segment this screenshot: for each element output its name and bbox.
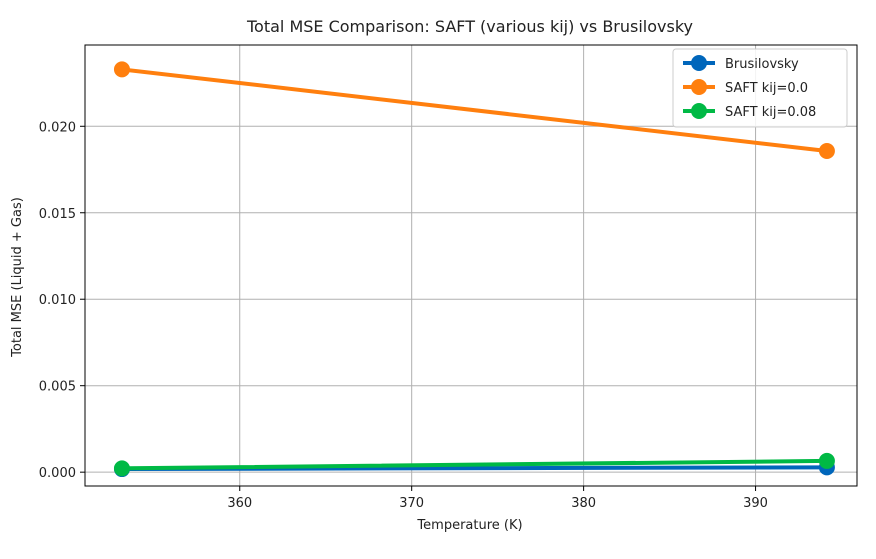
- legend-label: SAFT kij=0.08: [725, 105, 816, 120]
- series-2: [113, 61, 835, 160]
- series-3: [113, 452, 835, 477]
- legend-item: Brusilovsky: [683, 55, 799, 72]
- y-tick-label: 0.015: [39, 207, 76, 222]
- plot-series: [113, 61, 835, 478]
- legend-label: Brusilovsky: [725, 57, 799, 72]
- y-tick-label: 0.005: [39, 380, 76, 395]
- plot-frame: [84, 44, 858, 487]
- x-tick-label: 370: [399, 496, 424, 511]
- series-line: [119, 67, 829, 154]
- legend-box: [672, 48, 848, 128]
- data-point: [818, 452, 835, 469]
- legend-swatch-marker: [691, 103, 707, 119]
- legend: Brusilovsky SAFT kij=0.0 SAFT kij=0.08: [672, 48, 848, 128]
- y-tick-label: 0.000: [39, 466, 76, 481]
- y-tick-label: 0.020: [39, 120, 76, 135]
- data-point: [113, 61, 130, 78]
- chart-title: Total MSE Comparison: SAFT (various kij)…: [246, 17, 693, 36]
- series-line: [119, 458, 829, 471]
- data-point: [818, 143, 835, 160]
- y-tick-label: 0.010: [39, 293, 76, 308]
- data-point: [113, 460, 130, 477]
- y-axis-label: Total MSE (Liquid + Gas): [10, 197, 25, 358]
- axis-ticks: 360 370 380 390 0.000 0.005 0.010 0.015 0.020: [39, 120, 768, 511]
- x-tick-label: 380: [571, 496, 596, 511]
- x-tick-label: 360: [227, 496, 252, 511]
- legend-item: SAFT kij=0.0: [683, 79, 808, 96]
- legend-label: SAFT kij=0.0: [725, 81, 808, 96]
- x-tick-label: 390: [743, 496, 768, 511]
- legend-item: SAFT kij=0.08: [683, 103, 816, 120]
- legend-swatch-marker: [691, 79, 707, 95]
- legend-swatch-marker: [691, 55, 707, 71]
- x-axis-label: Temperature (K): [416, 518, 522, 533]
